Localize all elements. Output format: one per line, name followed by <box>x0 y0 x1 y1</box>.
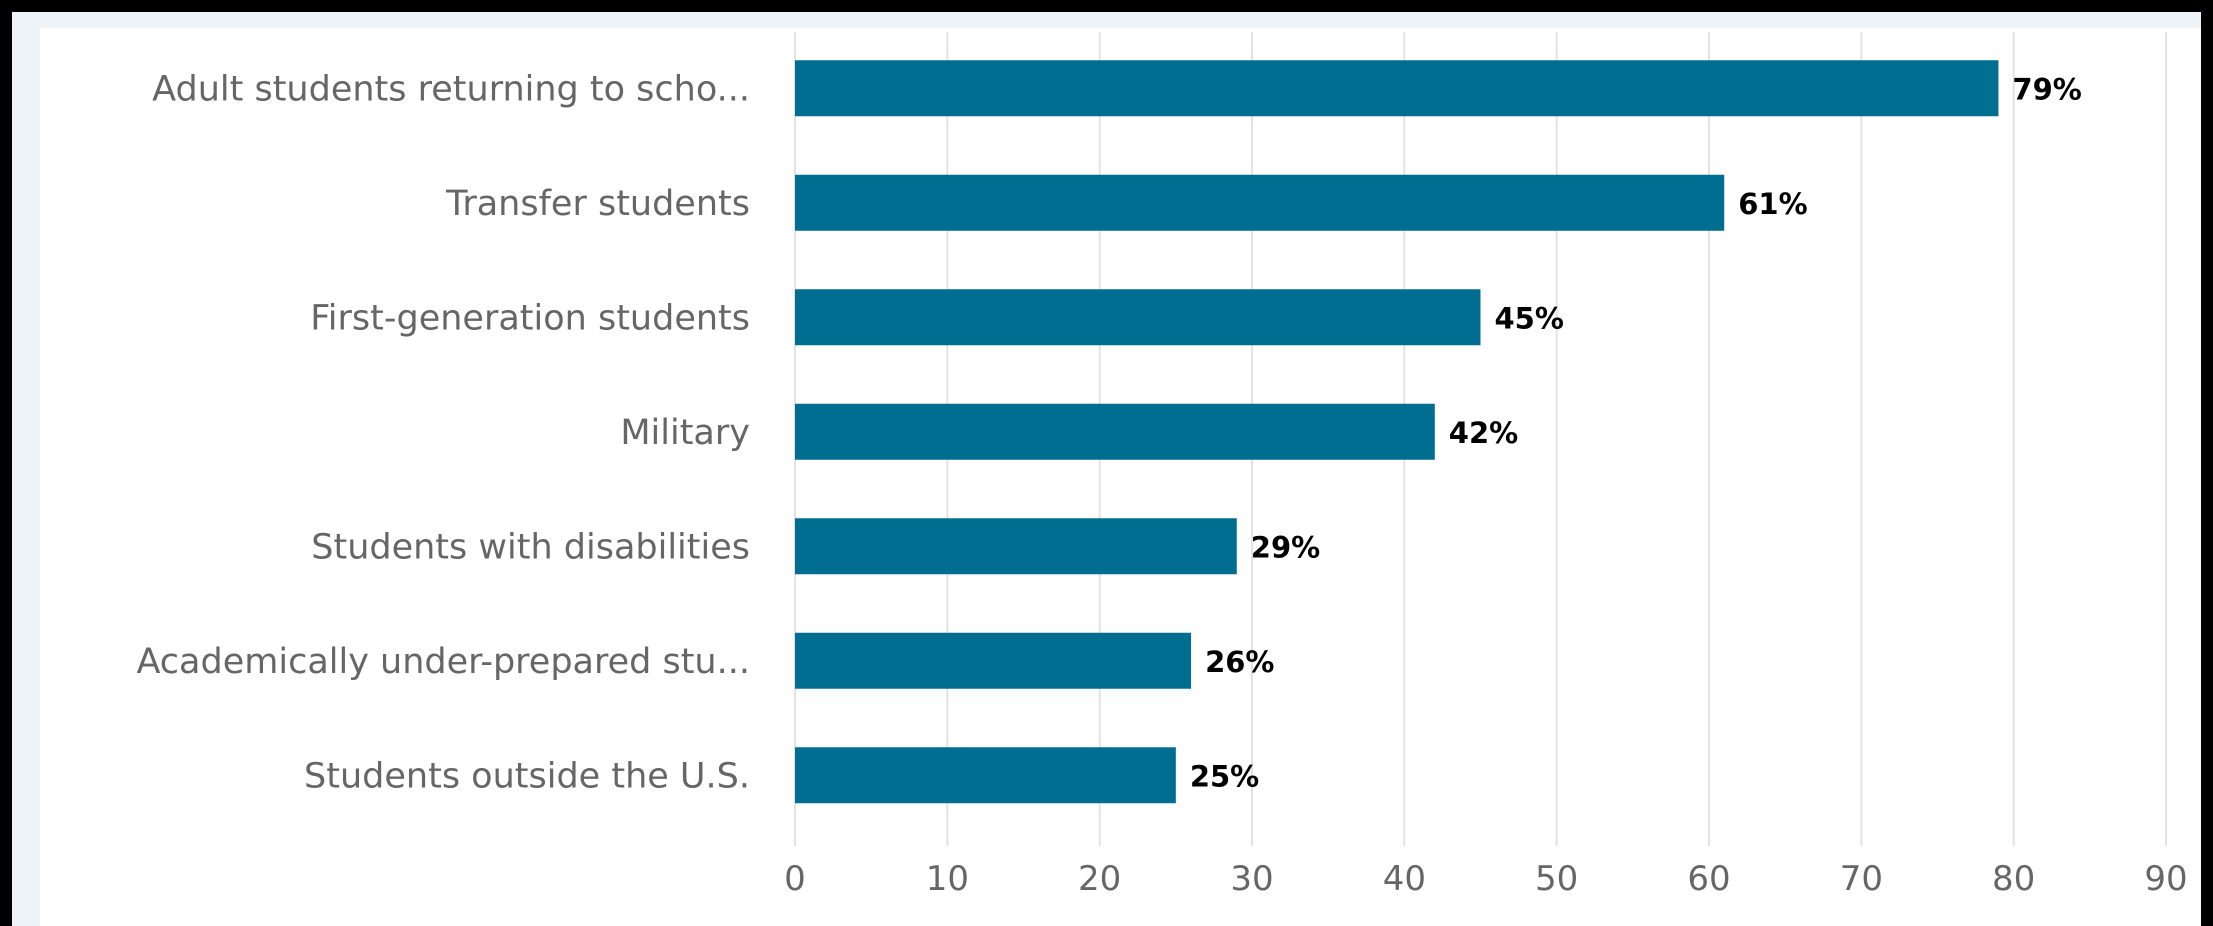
x-axis-tick-labels: 0 10 20 30 40 50 60 70 80 90 <box>784 859 2187 899</box>
bar <box>795 518 1237 575</box>
category-label: First-generation students <box>310 298 750 338</box>
x-tick-label: 60 <box>1687 859 1730 899</box>
data-labels: 79% 61% 45% 42% 29% 26% 25% <box>1190 72 2082 793</box>
bars <box>795 60 1999 804</box>
category-label: Transfer students <box>445 184 750 224</box>
x-tick-label: 30 <box>1230 859 1273 899</box>
x-tick-label: 80 <box>1992 859 2035 899</box>
data-label: 42% <box>1449 416 1518 450</box>
category-label: Students outside the U.S. <box>304 756 750 796</box>
bar <box>795 174 1725 231</box>
bar <box>795 403 1435 460</box>
x-tick-label: 10 <box>926 859 969 899</box>
data-label: 61% <box>1738 187 1807 221</box>
data-label: 29% <box>1251 530 1320 564</box>
bar <box>795 747 1176 804</box>
x-tick-label: 90 <box>2144 859 2187 899</box>
x-tick-label: 20 <box>1078 859 1121 899</box>
category-label: Adult students returning to scho... <box>152 69 750 109</box>
x-tick-label: 70 <box>1840 859 1883 899</box>
x-tick-label: 40 <box>1383 859 1426 899</box>
bar <box>795 289 1481 346</box>
category-label: Students with disabilities <box>311 527 750 567</box>
bar <box>795 632 1192 689</box>
data-label: 79% <box>2012 72 2081 106</box>
data-label: 45% <box>1495 301 1564 335</box>
data-label: 26% <box>1205 645 1274 679</box>
category-label: Military <box>620 413 750 453</box>
x-tick-label: 50 <box>1535 859 1578 899</box>
x-tick-label: 0 <box>784 859 806 899</box>
bar <box>795 60 1999 117</box>
category-label: Academically under-prepared stu... <box>136 642 750 682</box>
data-label: 25% <box>1190 759 1259 793</box>
category-labels: Adult students returning to scho... Trans… <box>136 69 750 796</box>
